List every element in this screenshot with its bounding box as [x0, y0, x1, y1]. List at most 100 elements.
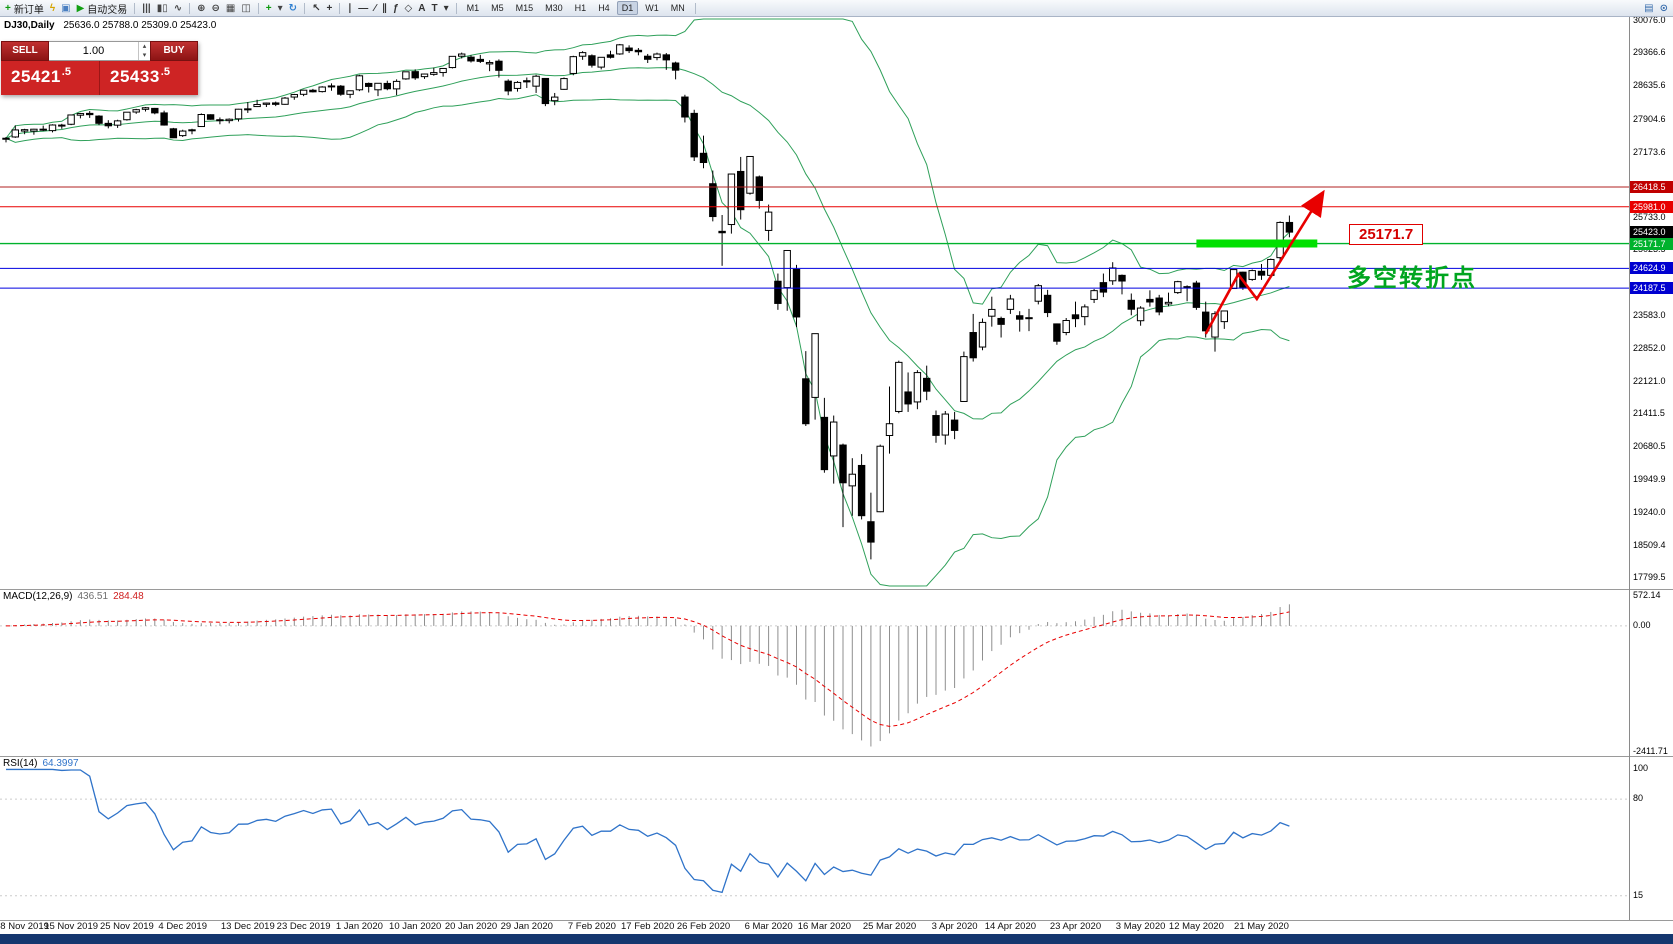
crosshair-button[interactable]: + [323, 1, 335, 16]
data-window-button[interactable]: ▤ [1641, 1, 1656, 16]
price-callout-label[interactable]: 25171.7 [1349, 223, 1424, 245]
timeframe-m30-button[interactable]: M30 [545, 3, 563, 13]
volume-up-icon[interactable]: ▴ [142, 43, 147, 50]
candle-body [1257, 270, 1266, 276]
candle-body [783, 249, 791, 289]
timeframe-h4-button[interactable]: H4 [598, 3, 610, 13]
price-tag[interactable]: 26418.5 [1630, 180, 1673, 193]
add-indicator-button[interactable]: + [263, 1, 275, 16]
arrows-menu-button[interactable]: ▾ [441, 1, 452, 16]
macd-signal-value: 284.48 [113, 591, 144, 602]
bullish-zigzag-arrow[interactable] [1204, 189, 1325, 335]
buy-button[interactable]: BUY [150, 41, 198, 61]
price-tag[interactable]: 25981.0 [1630, 200, 1673, 213]
volume-down-icon[interactable]: ▾ [142, 52, 147, 59]
new-order-icon: + [5, 2, 11, 14]
price-tag[interactable]: 24187.5 [1630, 282, 1673, 295]
macd-signal-line [5, 611, 1290, 727]
lightning-icon: ϟ [49, 2, 56, 14]
channel-button[interactable]: ∥ [379, 1, 390, 16]
candle-body [755, 176, 763, 201]
cursor-button[interactable]: ↖ [309, 1, 323, 16]
candle-body [30, 128, 38, 132]
candle-body [913, 372, 922, 403]
new-order-button[interactable]: + 新订单 [2, 1, 47, 16]
autotrading-button-label: 自动交易 [87, 4, 128, 16]
data-window-icon: ▤ [1644, 2, 1654, 14]
timeframe-w1-button[interactable]: W1 [645, 3, 659, 13]
layouts-button[interactable]: ▣ [58, 1, 73, 16]
shapes-button[interactable]: ◇ [402, 1, 416, 16]
candle-body [1025, 317, 1033, 320]
rsi-indicator-label: RSI(14) 64.3997 [3, 758, 79, 769]
time-axis-label: 25 Mar 2020 [862, 921, 917, 932]
tile-windows-button[interactable]: ◫ [238, 1, 253, 16]
volume-spinner[interactable]: ▴ ▾ [138, 42, 150, 60]
grid-button[interactable]: ▦ [223, 1, 238, 16]
time-axis-label: 14 Apr 2020 [984, 921, 1037, 932]
candle-body [830, 421, 838, 457]
volume-stepper[interactable]: 1.00 ▴ ▾ [49, 41, 150, 61]
bar-chart-button[interactable]: ||| [139, 1, 153, 16]
line-chart-button[interactable]: ∿ [171, 1, 185, 16]
volume-value[interactable]: 1.00 [82, 45, 105, 57]
plus-icon: + [265, 2, 272, 14]
text-icon: A [418, 2, 426, 14]
candle-body [820, 416, 829, 471]
candle-body [997, 317, 1005, 325]
candle-body [653, 53, 661, 59]
timeframe-m1-button[interactable]: M1 [466, 3, 480, 13]
vertical-line-button[interactable]: ∣ [344, 1, 355, 16]
candle-body [58, 124, 66, 127]
window-icon: ▣ [61, 2, 71, 14]
candle-body [885, 423, 894, 437]
candle-body [1109, 267, 1117, 282]
candle-body [569, 56, 577, 74]
candle-body [513, 81, 522, 89]
trendline-button[interactable]: ∕ [371, 1, 379, 16]
timeframe-m5-button[interactable]: M5 [491, 3, 504, 13]
horizontal-line-button[interactable]: ― [355, 1, 371, 16]
candlestick-chart-button[interactable]: ▮▯ [154, 1, 171, 16]
sell-price[interactable]: 25421 .5 [1, 61, 100, 95]
timeframe-d1-button[interactable]: D1 [616, 1, 639, 15]
price-tag[interactable]: 24624.9 [1630, 262, 1673, 275]
indicator-menu-button[interactable]: ▾ [275, 1, 286, 16]
time-axis[interactable]: 8 Nov 2019 15 Nov 2019 25 Nov 2019 4 Dec 20… [0, 921, 1630, 934]
zoom-in-button[interactable]: ⊕ [194, 1, 208, 16]
label-button[interactable]: T [428, 1, 440, 16]
bollinger-upper-band [5, 18, 1290, 305]
toolbar-separator [134, 2, 136, 14]
candle-body [1043, 294, 1052, 314]
candle-body [625, 47, 633, 52]
timeframe-m15-button[interactable]: M15 [515, 3, 534, 13]
time-axis-label: 21 May 2020 [1234, 921, 1289, 932]
candle-body [11, 129, 20, 138]
timeframe-h1-button[interactable]: H1 [574, 3, 587, 13]
candle-body [458, 53, 466, 57]
horizontal-line-icon: ― [358, 2, 369, 14]
timeframe-mn-button[interactable]: MN [670, 3, 685, 13]
shapes-icon: ◇ [404, 2, 413, 14]
price-tag[interactable]: 25171.7 [1630, 237, 1673, 250]
sell-button[interactable]: SELL [1, 41, 49, 61]
price-axis[interactable]: 30076.0 29366.6 28635.6 27904.6 27173.6 25733… [1630, 0, 1673, 944]
candle-body [346, 90, 354, 95]
candle-body [1285, 221, 1294, 233]
candle-body [671, 62, 680, 71]
zoom-out-button[interactable]: ⊖ [209, 1, 223, 16]
autotrading-button[interactable]: ▶ 自动交易 [74, 1, 131, 16]
fibonacci-button[interactable]: ƒ [390, 1, 402, 16]
refresh-button[interactable]: ↻ [286, 1, 300, 16]
mql5-button[interactable]: ϟ [47, 1, 58, 16]
time-axis-label: 16 Mar 2020 [797, 921, 852, 932]
search-button[interactable]: ⊙ [1657, 1, 1671, 16]
macd-indicator-label: MACD(12,26,9) 436.51 284.48 [3, 591, 144, 602]
candle-body [374, 82, 382, 91]
turning-point-annotation[interactable]: 多空转折点 [1347, 265, 1477, 293]
text-button[interactable]: A [415, 1, 428, 16]
buy-price[interactable]: 25433 .5 [100, 61, 198, 95]
price-tag[interactable]: 25423.0 [1630, 226, 1673, 239]
candle-body [578, 52, 587, 57]
